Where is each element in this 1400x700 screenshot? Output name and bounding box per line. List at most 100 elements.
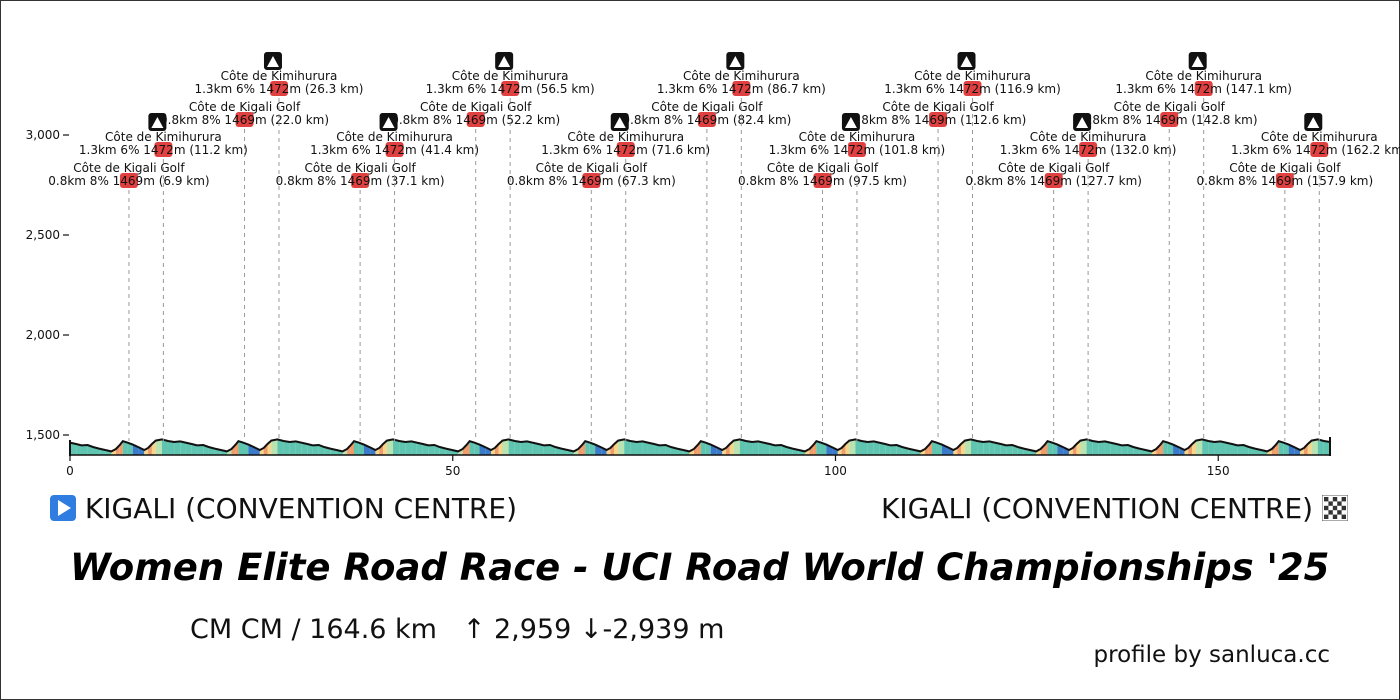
climb-category-badge: [1194, 81, 1213, 96]
profile-segment: [358, 442, 364, 455]
climb-category-badge: [732, 81, 751, 96]
profile-segment: [832, 447, 838, 455]
climb-category-badge: [466, 112, 485, 127]
climb-info: 0.8km 8% 1469m (52.2 km): [391, 113, 560, 127]
y-tick-label: 1,500: [26, 428, 60, 442]
climb-category-badge: [1160, 112, 1179, 127]
profile-segment: [416, 442, 423, 455]
profile-segment: [659, 445, 666, 455]
climb-info: 0.8km 8% 1469m (97.5 km): [738, 174, 907, 188]
profile-segment: [115, 445, 120, 455]
profile-segment: [1303, 444, 1308, 455]
climb-category-badge: [616, 142, 635, 157]
profile-segment: [1214, 441, 1221, 455]
profile-segment: [948, 447, 954, 455]
profile-segment: [485, 447, 492, 455]
profile-segment: [155, 439, 162, 455]
climb-category-badge: [1275, 173, 1294, 188]
profile-segment: [1196, 439, 1203, 455]
profile-segment: [312, 445, 319, 455]
climb-name: Côte de Kimihurura: [683, 69, 800, 83]
profile-segment: [700, 441, 706, 455]
profile-segment: [167, 441, 175, 455]
climb-info: 0.8km 8% 1469m (22.0 km): [160, 113, 329, 127]
profile-segment: [185, 442, 192, 455]
climb-name: Côte de Kigali Golf: [1229, 161, 1341, 175]
finish-location: KIGALI (CONVENTION CENTRE): [881, 492, 1348, 525]
profile-segment: [254, 447, 260, 455]
climb-name: Côte de Kimihurura: [452, 69, 569, 83]
profile-segment: [716, 447, 723, 455]
finish-location-label: KIGALI (CONVENTION CENTRE): [881, 492, 1314, 525]
profile-segment: [428, 445, 435, 455]
start-location: KIGALI (CONVENTION CENTRE): [50, 492, 517, 525]
profile-segment: [76, 444, 82, 455]
profile-segment: [758, 441, 764, 455]
profile-segment: [1278, 441, 1284, 455]
climb-info: 0.8km 8% 1469m (157.9 km): [1197, 174, 1374, 188]
climb-category-badge: [1079, 142, 1098, 157]
mountain-icon: [1304, 113, 1323, 131]
climb-name: Côte de Kimihurura: [105, 130, 222, 144]
profile-segment: [879, 442, 886, 455]
profile-segment: [1294, 447, 1301, 455]
ascent-arrow-icon: ↑: [445, 614, 494, 645]
climb-name: Côte de Kigali Golf: [767, 161, 879, 175]
climb-info: 1.3km 6% 1472m (162.2 km): [1231, 143, 1400, 157]
profile-segment: [289, 441, 296, 455]
profile-segment: [931, 441, 937, 455]
climb-category-badge: [582, 173, 601, 188]
profile-segment: [231, 445, 236, 455]
mountain-icon: [1073, 113, 1092, 131]
profile-segment: [494, 444, 499, 455]
profile-segment: [508, 439, 515, 455]
race-category: CM CM: [190, 614, 283, 645]
climb-category-badge: [963, 81, 982, 96]
profile-segment: [81, 445, 88, 455]
profile-segment: [1283, 442, 1289, 455]
profile-segment: [532, 442, 539, 455]
climb-name: Côte de Kimihurura: [567, 130, 684, 144]
profile-segment: [1052, 442, 1058, 455]
profile-segment: [849, 439, 856, 455]
profile-segment: [405, 441, 412, 455]
profile-segment: [127, 442, 133, 455]
profile-segment: [989, 441, 995, 455]
mountain-icon: [726, 52, 745, 70]
climb-info: 0.8km 8% 1469m (82.4 km): [622, 113, 791, 127]
profile-segment: [739, 439, 746, 455]
climb-category-badge: [501, 81, 520, 96]
climb-name: Côte de Kigali Golf: [189, 100, 301, 114]
profile-segment: [526, 441, 533, 455]
profile-segment: [855, 439, 862, 455]
profile-segment: [775, 445, 782, 455]
profile-segment: [1220, 441, 1226, 455]
climb-category-badge: [813, 173, 832, 188]
race-descent: -2,939 m: [602, 614, 725, 645]
climb-category-badge: [697, 112, 716, 127]
profile-segment: [1000, 444, 1007, 455]
profile-segment: [601, 447, 607, 455]
profile-segment: [514, 441, 521, 455]
profile-segment: [462, 445, 467, 455]
profile-segment: [197, 445, 204, 455]
climb-category-badge: [385, 142, 404, 157]
profile-segment: [138, 447, 145, 455]
profile-segment: [1167, 442, 1174, 455]
climb-category-badge: [1310, 142, 1329, 157]
profile-segment: [301, 442, 308, 455]
profile-segment: [122, 441, 128, 455]
profile-segment: [890, 445, 897, 455]
profile-segment: [277, 439, 284, 455]
profile-segment: [816, 441, 821, 455]
climb-info: 0.8km 8% 1469m (142.8 km): [1081, 113, 1258, 127]
climb-category-badge: [929, 112, 948, 127]
climb-info: 1.3km 6% 1472m (11.2 km): [79, 143, 248, 157]
climb-category-badge: [235, 112, 254, 127]
profile-segment: [283, 441, 290, 455]
finish-flag-icon: [1322, 495, 1348, 521]
climb-name: Côte de Kigali Golf: [73, 161, 185, 175]
x-tick-label: 150: [1207, 464, 1230, 478]
profile-segment: [726, 444, 730, 455]
mountain-icon: [379, 113, 398, 131]
